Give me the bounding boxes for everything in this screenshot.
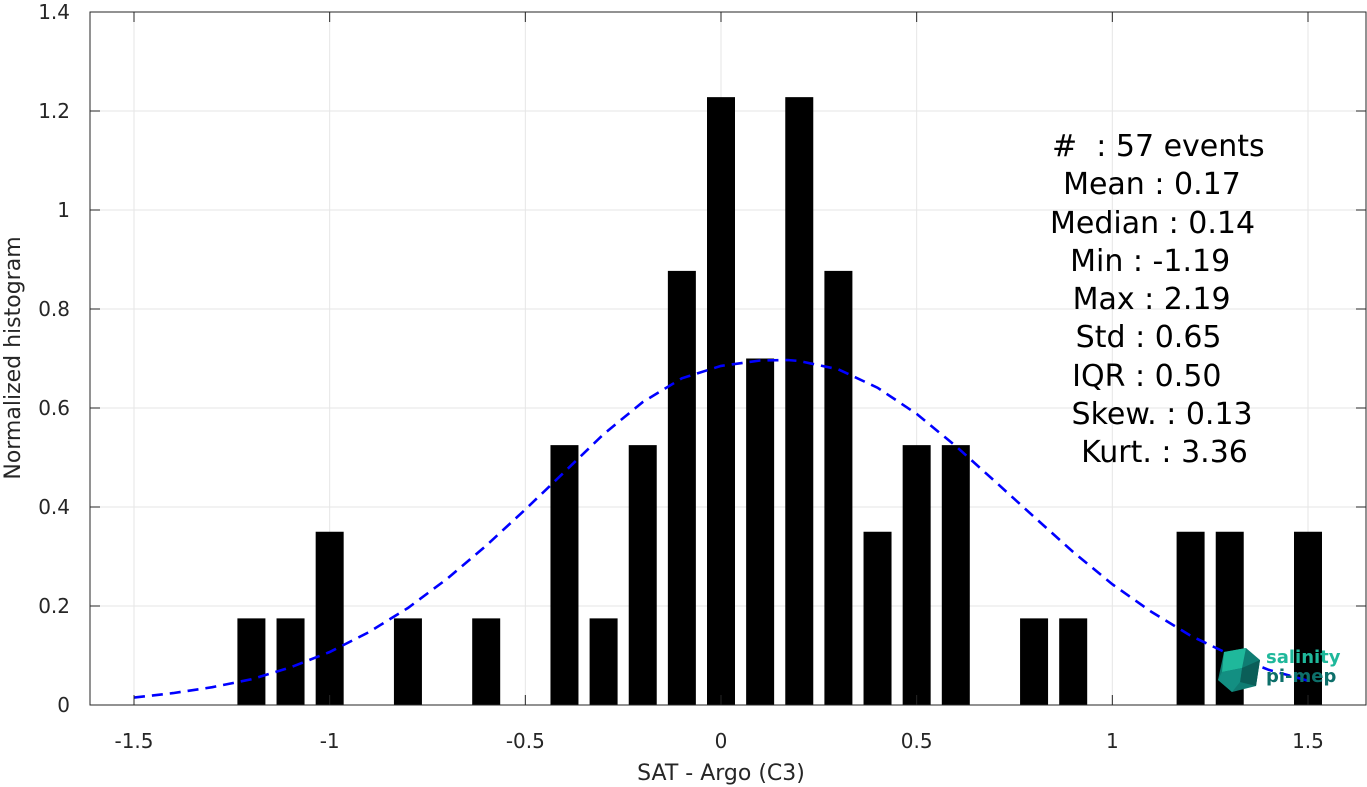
histogram-bar <box>550 445 579 705</box>
normal-fit-curve <box>133 358 1309 699</box>
y-tick-label: 0.4 <box>38 495 70 519</box>
stat-skew: Skew. : 0.13 <box>1062 397 1253 433</box>
histogram-bars <box>237 97 1322 705</box>
y-tick-label: 0.6 <box>38 396 70 420</box>
histogram-bar <box>1020 618 1049 705</box>
histogram-bar <box>667 270 696 705</box>
histogram-bar <box>941 445 970 705</box>
y-tick-label: 0.8 <box>38 297 70 321</box>
histogram-bar <box>315 531 344 705</box>
y-tick-label: 1.2 <box>38 99 70 123</box>
axis-ticks: -1.5 -1 -0.5 0 0.5 1 1.5 0 0.2 0.4 0.6 0.8 1 1.2 1.4 <box>38 0 1366 753</box>
stat-max: Max : 2.19 <box>1044 282 1231 318</box>
stat-min: Min : -1.19 <box>1032 243 1231 279</box>
histogram-bar <box>707 97 735 705</box>
y-tick-label: 1.4 <box>38 0 70 24</box>
y-tick-label: 1 <box>57 198 70 222</box>
histogram-bar <box>863 531 892 705</box>
histogram-bar <box>628 445 657 705</box>
x-tick-label: -1 <box>320 729 340 753</box>
histogram-bar <box>393 618 422 705</box>
histogram-bar <box>824 270 853 705</box>
histogram-bar <box>589 618 618 705</box>
histogram-bar <box>1293 531 1322 705</box>
y-tick-label: 0 <box>57 693 70 717</box>
statistics-box: # : 57 events Mean : 0.17 Median : 0.14 … <box>1000 128 1290 473</box>
x-axis-label: SAT - Argo (C3) <box>637 761 805 786</box>
x-tick-label: 0.5 <box>901 729 933 753</box>
histogram-bar <box>746 358 775 705</box>
x-tick-label: 1.5 <box>1292 729 1324 753</box>
stat-iqr: IQR : 0.50 <box>1034 358 1222 394</box>
plot-frame <box>89 11 1367 706</box>
logo-text-salinity: salinity <box>1266 647 1341 668</box>
histogram-bar <box>1176 531 1205 705</box>
stat-median: Median : 0.14 <box>1050 205 1256 241</box>
histogram-bar <box>276 618 305 705</box>
x-tick-label: -0.5 <box>506 729 545 753</box>
x-tick-label: 1 <box>1106 729 1119 753</box>
y-tick-label: 0.2 <box>38 594 70 618</box>
histogram-bar <box>902 445 931 705</box>
logo-emblem-icon <box>1218 648 1260 692</box>
histogram-bar <box>1059 618 1088 705</box>
salinity-pimep-logo: salinity pi-mep <box>1216 646 1346 694</box>
x-tick-label: -1.5 <box>114 729 153 753</box>
histogram-bar <box>237 618 266 705</box>
logo-text-pimep: pi-mep <box>1266 666 1337 687</box>
histogram-bar <box>785 97 814 705</box>
y-axis-label: Normalized histogram <box>1 236 26 479</box>
stat-std: Std : 0.65 <box>1028 320 1222 356</box>
x-tick-label: 0 <box>715 729 728 753</box>
histogram-bar <box>472 618 501 705</box>
stat-kurt: Kurt. : 3.36 <box>1062 435 1248 471</box>
stat-count: # : 57 events <box>1052 129 1265 164</box>
stat-mean: Mean : 0.17 <box>1044 167 1241 203</box>
